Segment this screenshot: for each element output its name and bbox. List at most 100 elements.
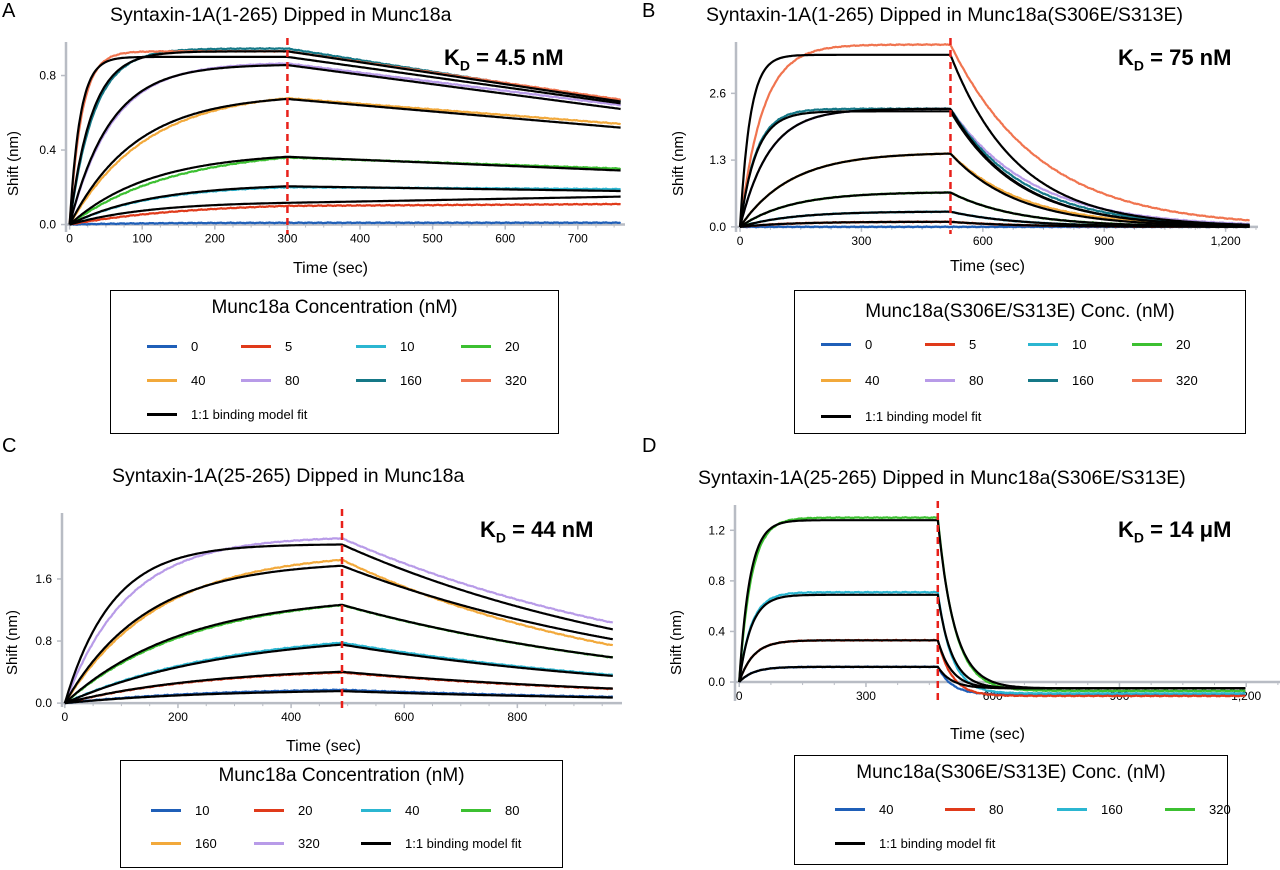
legend-label: 10 <box>400 338 415 354</box>
y-tick-label: 1.2 <box>708 523 725 537</box>
legend-label: 320 <box>1176 372 1198 388</box>
series-line-0 <box>69 221 621 226</box>
legend-swatch <box>821 378 851 382</box>
legend-label: 20 <box>505 338 520 354</box>
y-tick-label: 0.0 <box>708 675 725 689</box>
legend-swatch <box>356 378 386 382</box>
legend-swatch <box>1132 342 1162 346</box>
series-line-80 <box>64 603 614 704</box>
legend-item-40: 40 <box>361 801 419 819</box>
x-tick-label: 300 <box>851 234 871 248</box>
legend-swatch <box>821 342 851 346</box>
legend-title: Munc18a(S306E/S313E) Conc. (nM) <box>856 762 1166 783</box>
legend-swatch <box>1132 378 1162 382</box>
legend-label: 40 <box>879 801 894 817</box>
legend-swatch <box>1165 807 1195 811</box>
y-tick-label: 2.6 <box>709 86 726 100</box>
x-tick-label: 0 <box>66 232 73 246</box>
legend-label: 320 <box>298 835 320 851</box>
chart-title: Syntaxin-1A(25-265) Dipped in Munc18a <box>112 465 465 487</box>
legend-label: 80 <box>505 802 520 818</box>
x-tick-label: 600 <box>394 710 414 724</box>
legend: Munc18a(S306E/S313E) Conc. (nM) 40 80 160 3… <box>794 755 1231 865</box>
legend-swatch <box>361 808 391 812</box>
y-tick-label: 1.6 <box>35 572 52 586</box>
legend-label: 1:1 binding model fit <box>405 835 522 851</box>
legend-label: 1:1 binding model fit <box>879 835 996 851</box>
panel-letter: B <box>642 0 656 22</box>
y-axis-label: Shift (nm) <box>668 609 685 675</box>
x-tick-label: 1,200 <box>1231 689 1261 703</box>
legend-swatch <box>461 344 491 348</box>
legend-item-20: 20 <box>1132 335 1190 353</box>
chart-title: Syntaxin-1A(25-265) Dipped in Munc18a(S3… <box>698 467 1186 489</box>
x-tick-label: 1,200 <box>1211 234 1241 248</box>
panel-b: B Syntaxin-1A(1-265) Dipped in Munc18a(S… <box>640 0 1280 435</box>
legend-label: 160 <box>400 372 422 388</box>
series-line-5 <box>69 202 621 226</box>
legend-label: 320 <box>505 372 527 388</box>
legend-swatch <box>461 378 491 382</box>
legend-swatch <box>241 378 271 382</box>
legend-swatch <box>1028 342 1058 346</box>
legend-swatch <box>356 344 386 348</box>
kd-annotation: KD = 75 nM <box>1118 45 1232 74</box>
legend-label: 5 <box>969 336 977 352</box>
chart-plot: 0 100 200 300 400 500 600 700 0.0 0.4 0.8 <box>39 38 625 246</box>
legend-item-80: 80 <box>461 801 519 819</box>
x-tick-label: 200 <box>205 232 225 246</box>
legend-item-0: 0 <box>821 335 872 353</box>
fit-line <box>64 690 613 705</box>
legend-label: 1:1 binding model fit <box>191 406 308 422</box>
legend-swatch <box>835 807 865 811</box>
legend-item-160: 160 <box>356 371 422 389</box>
chart-title: Syntaxin-1A(1-265) Dipped in Munc18a(S30… <box>706 4 1183 26</box>
x-tick-label: 200 <box>168 710 188 724</box>
legend-label: 320 <box>1209 801 1231 817</box>
legend-label: 40 <box>405 802 420 818</box>
panel-d: D Syntaxin-1A(25-265) Dipped in Munc18a(… <box>640 435 1280 870</box>
series-line-320 <box>63 537 614 704</box>
legend-swatch <box>254 841 284 845</box>
x-tick-label: 400 <box>350 232 370 246</box>
legend-label: 20 <box>1176 336 1191 352</box>
fit-line <box>738 53 1250 227</box>
legend-swatch <box>151 841 181 845</box>
legend-swatch <box>147 378 177 382</box>
x-tick-label: 600 <box>973 234 993 248</box>
legend-label: 80 <box>285 372 300 388</box>
fit-line <box>739 152 1250 228</box>
legend-label: 40 <box>191 372 206 388</box>
panel-letter: C <box>2 435 17 457</box>
legend: Munc18a Concentration (nM) 10 20 40 80 160 32… <box>120 760 563 868</box>
y-tick-label: 0.8 <box>35 634 52 648</box>
legend-item-5: 5 <box>925 335 976 353</box>
fit-line <box>68 50 621 225</box>
kd-annotation: KD = 44 nM <box>480 517 594 546</box>
legend-item-80: 80 <box>945 800 1003 818</box>
fit-line <box>68 63 621 225</box>
fit-line <box>64 603 613 704</box>
legend-item-160: 160 <box>151 834 217 852</box>
legend-label: 80 <box>969 372 984 388</box>
fit-line <box>64 643 613 705</box>
y-axis-label: Shift (nm) <box>4 609 21 675</box>
legend-label: 160 <box>1101 801 1123 817</box>
legend-label: 80 <box>989 801 1004 817</box>
legend-item-80: 80 <box>241 371 299 389</box>
legend-swatch <box>1028 378 1058 382</box>
x-tick-label: 0 <box>737 234 744 248</box>
legend-swatch <box>241 344 271 348</box>
x-tick-label: 300 <box>277 232 297 246</box>
legend-swatch <box>361 841 391 845</box>
fit-line <box>738 110 1250 228</box>
fit-line <box>63 564 613 704</box>
legend-item-40: 40 <box>147 371 205 389</box>
series-line-160 <box>63 558 614 704</box>
fit-line <box>68 97 621 226</box>
legend-label: 160 <box>1072 372 1094 388</box>
legend-swatch <box>147 412 177 416</box>
y-tick-label: 0.4 <box>39 143 56 157</box>
legend: Munc18a(S306E/S313E) Conc. (nM) 0 5 10 20 40… <box>794 290 1246 434</box>
legend-item-40: 40 <box>821 371 879 389</box>
